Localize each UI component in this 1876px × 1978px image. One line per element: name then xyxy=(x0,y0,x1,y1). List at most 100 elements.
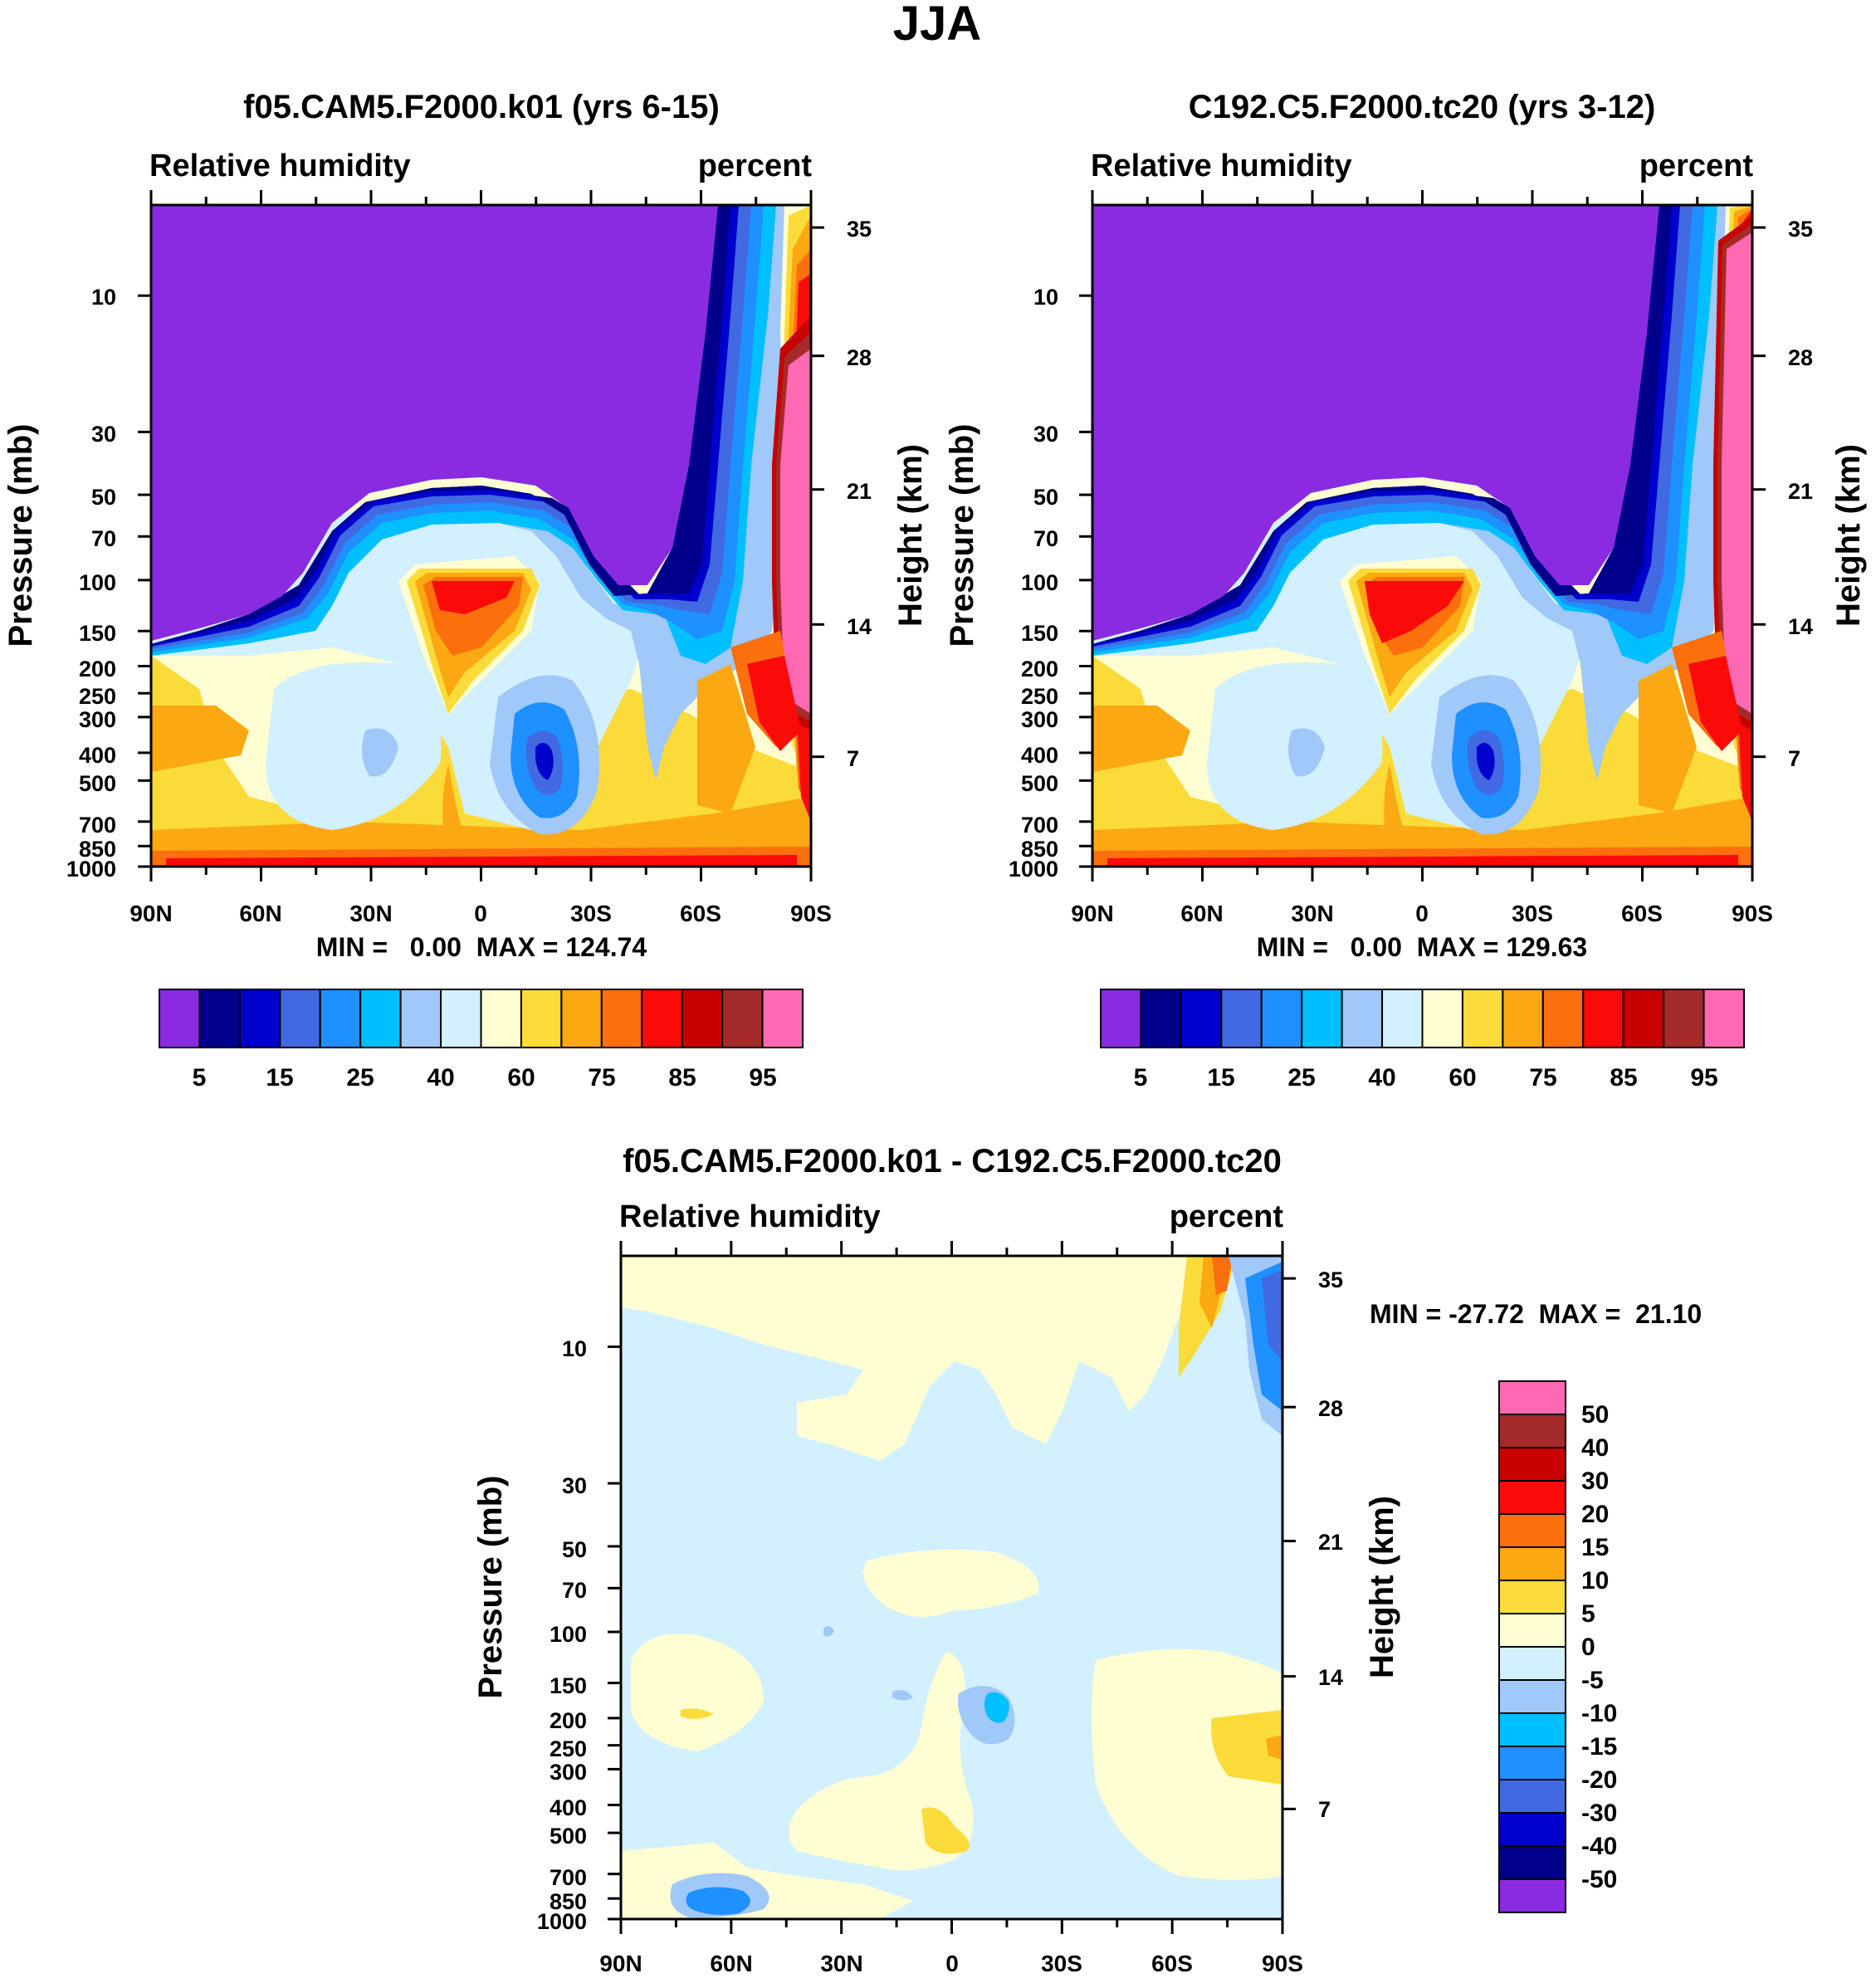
colorbar-label: 95 xyxy=(1690,1064,1717,1092)
region-fill xyxy=(151,706,249,772)
height-tick-label: 7 xyxy=(1788,746,1800,771)
region-fill xyxy=(442,764,465,840)
x-tick-label: 60S xyxy=(1621,901,1663,926)
region-fill xyxy=(863,1549,1039,1617)
height-tick-label: 21 xyxy=(847,479,872,504)
y-tick-label: 500 xyxy=(79,771,116,796)
height-tick-label: 14 xyxy=(1788,614,1813,639)
colorbar-box xyxy=(1100,989,1142,1048)
region-fill xyxy=(984,1692,1009,1723)
colorbar-label: 40 xyxy=(1368,1064,1395,1092)
height-tick-label: 35 xyxy=(1788,217,1813,242)
region-fill xyxy=(697,664,755,813)
y-tick-label: 100 xyxy=(1021,570,1058,595)
colorbar-box xyxy=(1498,1613,1566,1648)
colorbar-box xyxy=(1582,989,1624,1048)
colorbar-label: -10 xyxy=(1581,1700,1617,1727)
colorbar-label: 40 xyxy=(1581,1434,1609,1462)
colorbar-label: 20 xyxy=(1581,1501,1609,1528)
x-tick-label: 90N xyxy=(129,901,172,926)
colorbar-box xyxy=(1220,989,1263,1048)
colorbar-label: 5 xyxy=(193,1064,207,1092)
region-fill xyxy=(1092,205,1693,649)
x-tick-label: 90S xyxy=(790,901,832,926)
colorbar-box xyxy=(1421,989,1463,1048)
panel-b-left-string: Relative humidity xyxy=(1091,149,1352,183)
panel-c-title: f05.CAM5.F2000.k01 - C192.C5.F2000.tc20 xyxy=(623,1143,1282,1179)
x-tick-label: 90N xyxy=(1071,901,1113,926)
colorbar-box xyxy=(279,989,321,1048)
panel-c-min-max: MIN = -27.72 MAX = 21.10 xyxy=(1370,1299,1702,1329)
region-fill xyxy=(432,581,515,614)
x-tick-label: 90S xyxy=(1732,901,1773,926)
panel-c-height-ticks: 35 28 21 14 7 xyxy=(1318,1267,1343,1822)
y-tick-label: 150 xyxy=(1021,621,1058,646)
height-tick-label: 21 xyxy=(1318,1530,1343,1555)
region-fill xyxy=(1639,664,1697,813)
panel-a-min-max: MIN = 0.00 MAX = 124.74 xyxy=(316,932,647,962)
y-tick-label: 1000 xyxy=(1009,857,1058,882)
panel-c-colorbar: 50 40 30 20 15 10 5 0 -5 -10 -15 -20 -30… xyxy=(1498,1380,1617,1913)
colorbar-boxes xyxy=(1498,1380,1566,1913)
colorbar-box xyxy=(1663,989,1705,1048)
y-tick-label: 250 xyxy=(79,684,116,709)
y-tick-label: 30 xyxy=(1033,422,1058,447)
colorbar-box xyxy=(1381,989,1424,1048)
y-tick-label: 50 xyxy=(562,1537,587,1562)
region-fill xyxy=(1365,581,1464,643)
x-tick-label: 60N xyxy=(239,901,281,926)
colorbar-box xyxy=(560,989,603,1048)
panel-b-colorbar: 5 15 25 40 60 75 85 95 xyxy=(1100,989,1745,1092)
tick-marks xyxy=(138,190,1766,1934)
y-tick-label: 300 xyxy=(550,1760,587,1785)
x-tick-label: 30N xyxy=(820,1951,862,1976)
y-tick-label: 850 xyxy=(1021,837,1058,862)
panel-a-title: f05.CAM5.F2000.k01 (yrs 6-15) xyxy=(243,89,720,125)
panel-a-height-ticks: 35 28 21 14 7 xyxy=(847,217,872,771)
panel-c-left-string: Relative humidity xyxy=(619,1199,881,1234)
colorbar-label: 75 xyxy=(1529,1064,1556,1092)
colorbar-box xyxy=(1498,1580,1566,1614)
region-fill xyxy=(266,662,442,830)
region-fill xyxy=(1092,205,1659,641)
panel-a-y-ticks: 10 30 50 70 100 150 200 250 300 400 500 … xyxy=(66,285,116,882)
region-fill xyxy=(1211,1710,1282,1785)
y-tick-label: 50 xyxy=(1033,485,1058,510)
colorbar-label: 40 xyxy=(427,1064,454,1092)
colorbar-label: -15 xyxy=(1581,1733,1617,1761)
region-fill xyxy=(166,855,797,867)
region-fill xyxy=(823,1626,834,1637)
region-fill xyxy=(1384,764,1406,840)
y-tick-label: 50 xyxy=(91,485,116,510)
region-fill xyxy=(1262,1270,1282,1361)
colorbar-box xyxy=(1498,1414,1566,1448)
region-fill xyxy=(151,205,811,780)
y-tick-label: 300 xyxy=(1021,707,1058,732)
y-tick-label: 250 xyxy=(1021,684,1058,709)
panel-b-height-ticks: 35 28 21 14 7 xyxy=(1788,217,1813,771)
region-fill xyxy=(151,205,718,641)
y-tick-label: 200 xyxy=(1021,657,1058,681)
x-tick-label: 60N xyxy=(710,1951,752,1976)
colorbar-box xyxy=(1498,1480,1566,1515)
region-fill xyxy=(1092,205,1752,780)
colorbar-box xyxy=(1140,989,1182,1048)
panel-model-a: f05.CAM5.F2000.k01 (yrs 6-15) Relative h… xyxy=(2,89,929,1092)
y-tick-label: 10 xyxy=(1033,285,1058,310)
region-fill xyxy=(681,1708,714,1719)
region-fill xyxy=(362,728,398,777)
colorbar-label: 15 xyxy=(266,1064,293,1092)
colorbar-label: 5 xyxy=(1581,1600,1595,1628)
colorbar-label: -5 xyxy=(1581,1667,1604,1694)
y-tick-label: 10 xyxy=(91,285,116,310)
y-tick-label: 200 xyxy=(550,1708,587,1733)
colorbar-box xyxy=(1260,989,1303,1048)
colorbar-box xyxy=(761,989,804,1048)
y-tick-label: 500 xyxy=(1021,771,1058,796)
colorbar-box xyxy=(1498,1679,1566,1714)
panel-b-ylabel-right: Height (km) xyxy=(1830,444,1867,627)
panel-difference: f05.CAM5.F2000.k01 - C192.C5.F2000.tc20 … xyxy=(472,1143,1702,1976)
colorbar-label: 85 xyxy=(668,1064,696,1092)
x-tick-label: 60S xyxy=(1151,1951,1193,1976)
y-tick-label: 70 xyxy=(562,1578,587,1603)
